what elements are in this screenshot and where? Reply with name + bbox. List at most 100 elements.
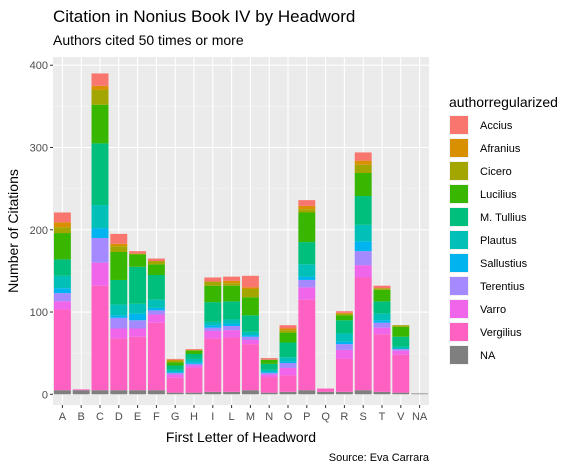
bar-segment-A-afranius [53,222,71,228]
y-tick-label: 0 [42,389,48,401]
bar-segment-G-plautus [166,369,184,373]
chart-subtitle: Authors cited 50 times or more [53,32,244,48]
bar-segment-S-terentius [354,251,372,266]
bar-segment-S-lucilius [354,173,372,197]
x-tick-label: R [340,411,348,423]
bar-segment-E-sallustius [129,313,147,321]
bar-segment-R-afranius [335,312,353,314]
bar-segment-O-vergilius [279,375,297,392]
x-tick-label: S [360,411,367,423]
x-tick-label: N [265,411,273,423]
legend-swatch [450,323,468,341]
bar-segment-G-cicero [166,360,184,363]
plot-panel [53,57,429,405]
bar-segment-B-vergilius [72,389,90,391]
bar-segment-P-sallustius [298,276,316,280]
y-tick-label: 400 [30,60,48,72]
bar-segment-N-terentius [260,372,278,375]
bar-segment-C-terentius [91,237,109,263]
bar-segment-N-sallustius [260,372,278,373]
bar-segment-C-lucilius [91,104,109,144]
bar-segment-M-vergilius [241,344,259,391]
bar-segment-M-na [241,390,259,395]
bar-segment-A-varro [53,301,71,310]
bar-segment-T-na [373,391,391,395]
bar-segment-O-plautus [279,357,297,362]
x-tick-label: A [59,411,67,423]
bar-segment-E-lucilius [129,254,147,267]
bar-segment-M-lucilius [241,297,259,316]
bar-segment-L-plautus [223,319,241,324]
bar-segment-L-lucilius [223,285,241,302]
x-tick-label: I [211,411,214,423]
legend-swatch [450,346,468,364]
bar-segment-E-na [129,390,147,395]
bar-segment-C-m-tullius [91,143,109,206]
legend-label: Terentius [480,281,525,293]
x-tick-label: G [171,411,180,423]
bar-segment-N-vergilius [260,377,278,393]
bar-segment-E-cicero [129,253,147,255]
bar-segment-C-cicero [91,89,109,105]
bar-segment-C-varro [91,262,109,286]
bar-segment-R-m-tullius [335,320,353,334]
legend-swatch [450,116,468,134]
x-axis-title: First Letter of Headword [166,429,316,445]
x-tick-label: T [379,411,386,423]
bar-segment-R-vergilius [335,358,353,392]
bar-segment-N-varro [260,374,278,378]
legend-label: Afranius [480,143,521,155]
bar-segment-G-accius [166,358,184,360]
bar-segment-H-m-tullius [185,353,203,359]
legend-label: Lucilius [480,189,517,201]
bar-segment-R-accius [335,311,353,313]
x-tick-label: Q [321,411,330,423]
bar-segment-H-vergilius [185,367,203,393]
legend-label: NA [480,350,496,362]
bar-segment-C-na [91,390,109,395]
bar-segment-D-afranius [110,243,128,247]
bar-segment-A-na [53,390,71,395]
bar-segment-B-na [72,390,90,395]
bar-segment-O-accius [279,325,297,329]
x-axis: A B C D E F G H I L M N O P Q R S T V NA [59,405,428,423]
bar-segment-R-na [335,391,353,395]
bar-segment-I-m-tullius [204,302,222,322]
bar-segment-G-vergilius [166,377,184,393]
bar-segment-C-plautus [91,205,109,229]
bar-segment-H-accius [185,349,203,350]
bar-segment-D-accius [110,233,128,244]
y-tick-label: 300 [30,142,48,154]
bar-segment-M-m-tullius [241,315,259,332]
bar-segment-S-varro [354,265,372,278]
bar-segment-A-cicero [53,227,71,234]
bar-segment-H-cicero [185,349,203,351]
bar-segment-D-na [110,390,128,395]
bar-segment-G-m-tullius [166,365,184,370]
x-tick-label: E [134,411,141,423]
bar-segment-O-na [279,391,297,395]
bar-segment-I-sallustius [204,325,222,328]
y-tick-label: 100 [30,307,48,319]
bar-segment-F-varro [147,314,165,323]
bar-segment-D-varro [110,328,128,339]
bar-segment-P-m-tullius [298,242,316,265]
bar-segment-V-plautus [392,346,410,350]
legend-swatch [450,185,468,203]
bar-segment-M-terentius [241,336,259,341]
bar-segment-P-na [298,390,316,395]
legend-swatch [450,254,468,272]
bar-segment-F-cicero [147,261,165,265]
legend-label: M. Tullius [480,212,527,224]
legend-label: Sallustius [480,258,528,270]
bar-segment-M-varro [241,340,259,345]
x-tick-label: B [78,411,85,423]
bars-layer [53,73,429,395]
bar-segment-I-lucilius [204,285,222,303]
bar-segment-D-lucilius [110,251,128,280]
bar-segment-G-na [166,392,184,395]
bar-segment-H-plautus [185,358,203,363]
bar-segment-NA-na [411,393,429,395]
legend-label: Cicero [480,166,512,178]
legend-label: Plautus [480,235,517,247]
